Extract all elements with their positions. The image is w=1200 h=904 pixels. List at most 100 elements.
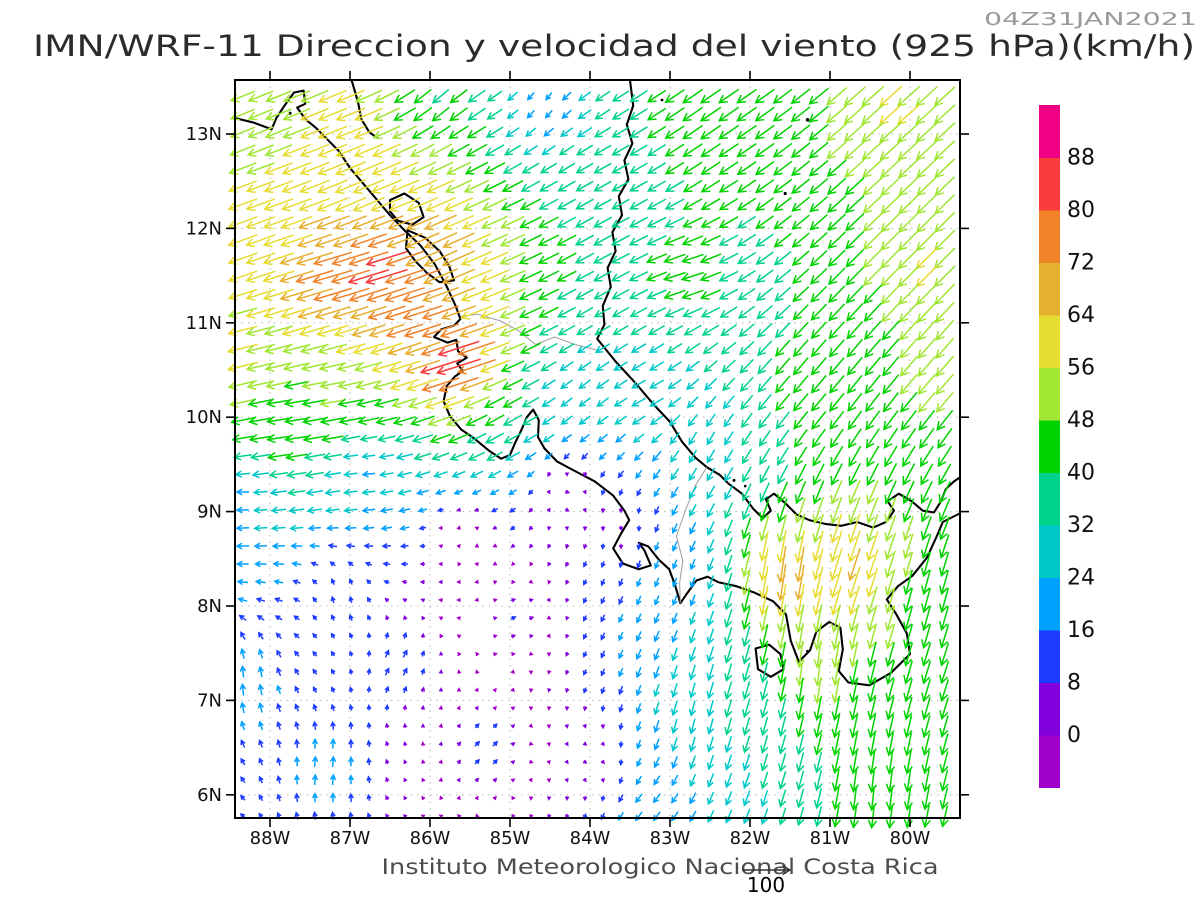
wind-arrow (431, 88, 450, 104)
wind-arrow (790, 106, 811, 123)
wind-arrow (528, 723, 534, 728)
wind-arrow (689, 792, 697, 805)
wind-arrow (557, 324, 576, 336)
wind-arrow (600, 507, 606, 514)
wind-arrow (577, 361, 592, 372)
wind-arrow (276, 774, 282, 784)
colorbar-segment (1039, 525, 1060, 578)
wind-arrow (330, 613, 336, 621)
wind-arrow (778, 752, 787, 773)
wind-arrow (700, 306, 721, 318)
wind-arrow (921, 660, 932, 685)
wind-arrow (759, 447, 771, 466)
wind-arrow (902, 533, 914, 560)
wind-arrow (564, 759, 569, 765)
wind-arrow (654, 524, 660, 534)
wind-arrow (881, 338, 900, 359)
wind-arrow (403, 777, 408, 783)
wind-arrow (636, 577, 642, 588)
wind-arrow (848, 604, 860, 633)
wind-arrow (611, 162, 630, 174)
wind-arrow (775, 411, 790, 430)
wind-arrow (883, 427, 899, 450)
wind-arrow (456, 579, 461, 585)
wind-arrow (474, 597, 479, 602)
wind-arrow (255, 597, 266, 603)
wind-arrow (366, 775, 372, 784)
wind-arrow (279, 270, 314, 284)
wind-arrow (718, 216, 739, 228)
wind-arrow (635, 648, 642, 661)
wind-arrow (283, 416, 309, 426)
wind-arrow (422, 286, 459, 303)
wind-arrow (406, 197, 439, 212)
wind-arrow (483, 162, 506, 175)
wind-arrow (286, 470, 307, 479)
wind-arrow (263, 306, 294, 319)
wind-arrow (884, 445, 898, 468)
wind-arrow (314, 306, 351, 320)
wind-arrow (848, 585, 861, 616)
wind-arrow (456, 723, 461, 729)
wind-arrow (547, 543, 552, 549)
wind-arrow (563, 452, 571, 460)
wind-arrow (671, 523, 678, 535)
wind-arrow (582, 687, 588, 694)
wind-arrow (457, 669, 462, 674)
wind-arrow (431, 106, 450, 122)
wind-arrow (499, 342, 525, 355)
wind-arrow (653, 756, 660, 769)
wind-arrow (447, 143, 470, 157)
wind-arrow (235, 506, 249, 514)
wind-arrow (827, 231, 846, 249)
wind-arrow (383, 287, 425, 303)
wind-arrow (933, 86, 956, 107)
wind-arrow (831, 805, 841, 829)
wind-arrow (846, 356, 863, 376)
wind-arrow (348, 577, 354, 585)
wind-arrow (795, 696, 805, 721)
wind-arrow (664, 125, 685, 139)
lon-tick-label: 80W (890, 828, 931, 849)
wind-arrow (646, 180, 667, 192)
wind-arrow (519, 198, 542, 211)
wind-arrow (754, 106, 775, 122)
wind-arrow (635, 595, 642, 606)
colorbar-label: 64 (1067, 303, 1095, 328)
wind-arrow (790, 160, 811, 177)
wind-arrow (935, 319, 955, 341)
wind-arrow (618, 543, 624, 550)
wind-arrow (844, 195, 865, 214)
wind-arrow (618, 489, 624, 497)
wind-arrow (704, 395, 717, 409)
wind-arrow (463, 179, 490, 193)
wind-arrow (862, 194, 883, 214)
wind-arrow (628, 271, 649, 282)
wind-arrow (457, 341, 496, 357)
wind-arrow (510, 741, 516, 747)
wind-arrow (635, 721, 642, 732)
wind-arrow (579, 433, 590, 443)
wind-arrow (380, 524, 393, 532)
wind-arrow (758, 515, 770, 542)
wind-arrow (474, 758, 481, 765)
wind-arrow (501, 378, 524, 391)
wind-arrow (812, 513, 824, 544)
wind-arrow (460, 305, 493, 320)
wind-arrow (885, 804, 896, 830)
wind-arrow (688, 449, 698, 464)
wind-arrow (539, 342, 558, 354)
wind-arrow (646, 107, 667, 121)
wind-arrow (541, 415, 556, 425)
wind-arrow (245, 270, 276, 284)
wind-arrow (347, 561, 354, 567)
wind-arrow (813, 715, 823, 739)
wind-arrow (664, 143, 685, 157)
wind-arrow (262, 288, 295, 302)
wind-arrow (347, 269, 390, 285)
lon-tick-label: 86W (410, 828, 451, 849)
wind-arrow (366, 721, 372, 729)
wind-arrow (776, 514, 788, 544)
wind-arrow (777, 679, 787, 703)
border-nicaragua-costarica (460, 313, 598, 351)
